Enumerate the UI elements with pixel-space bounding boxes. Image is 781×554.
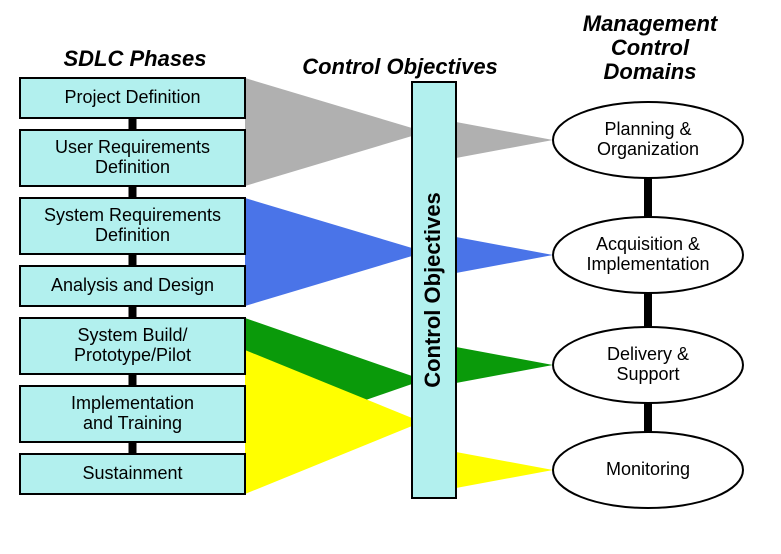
phase-label: System Requirements xyxy=(44,205,221,225)
wedge-left-w-blue xyxy=(245,198,412,306)
header-right: Domains xyxy=(604,59,697,84)
domain-label: Planning & xyxy=(604,119,691,139)
phase-label: Sustainment xyxy=(82,463,182,483)
headers-layer: SDLC Phases Control Objectives ManagementC… xyxy=(63,11,718,84)
domain-label: Support xyxy=(616,364,679,384)
domain-label: Delivery & xyxy=(607,344,689,364)
center-layer: Control Objectives xyxy=(412,82,456,498)
left-layer: Project DefinitionUser RequirementsDefin… xyxy=(20,78,245,494)
phase-label: Analysis and Design xyxy=(51,275,214,295)
header-center: Control Objectives xyxy=(302,54,498,79)
header-left: SDLC Phases xyxy=(63,46,206,71)
phase-label: Prototype/Pilot xyxy=(74,345,191,365)
wedge-right-w-yellow xyxy=(456,452,553,488)
phase-label: Definition xyxy=(95,225,170,245)
wedge-right-w-gray xyxy=(456,122,553,158)
diagram-canvas: Control Objectives Project Definition User… xyxy=(0,0,781,554)
phase-label: Project Definition xyxy=(64,87,200,107)
phase-label: Definition xyxy=(95,157,170,177)
domain-label: Acquisition & xyxy=(596,234,700,254)
domain-label: Monitoring xyxy=(606,459,690,479)
header-right: Management xyxy=(583,11,719,36)
wedge-right-w-green xyxy=(456,347,553,383)
wedges-layer xyxy=(245,78,553,494)
phase-label: and Training xyxy=(83,413,182,433)
phase-label: User Requirements xyxy=(55,137,210,157)
right-layer: Planning &Organization Acquisition &Imple… xyxy=(553,102,743,508)
phase-label: Implementation xyxy=(71,393,194,413)
wedge-right-w-blue xyxy=(456,237,553,273)
header-right: Control xyxy=(611,35,690,60)
domain-label: Implementation xyxy=(586,254,709,274)
control-objectives-label: Control Objectives xyxy=(420,192,445,388)
phase-label: System Build/ xyxy=(77,325,187,345)
domain-label: Organization xyxy=(597,139,699,159)
wedge-left-w-gray xyxy=(245,78,412,186)
